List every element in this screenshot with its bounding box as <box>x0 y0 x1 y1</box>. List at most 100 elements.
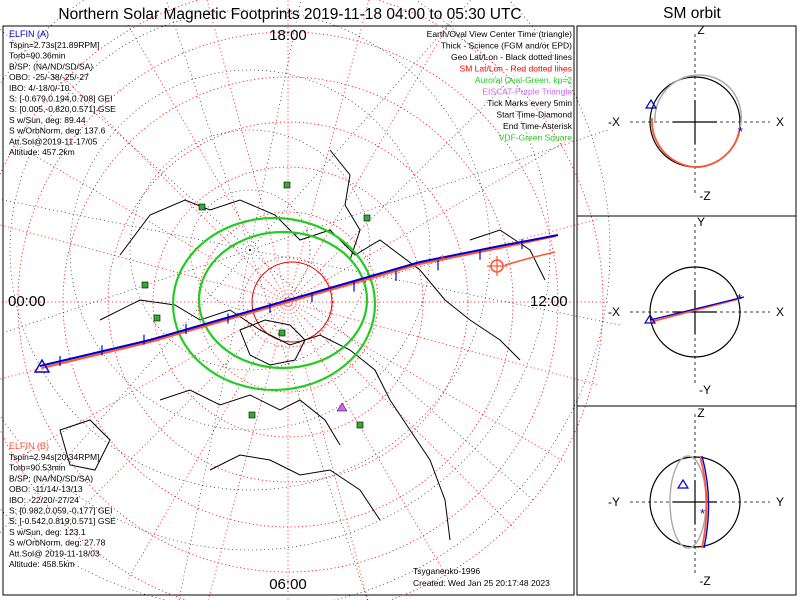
vdf-marker-6 <box>356 421 364 429</box>
orbit-xy-label-bottom: -Y <box>699 383 711 397</box>
sm-longitude-line-2 <box>287 301 566 463</box>
orbit-xz-label-left: -X <box>608 115 620 129</box>
orbit-panels: Z -Z -X X Y -Y -X X Z -Z -Y Y * * * <box>608 23 784 588</box>
sm-longitude-line-15 <box>61 75 289 303</box>
orbit-yz-label-bottom: -Z <box>699 574 710 588</box>
sm-longitude-line-19 <box>287 0 370 303</box>
vdf-marker-5 <box>248 411 256 419</box>
sm-longitude-line-4 <box>287 301 449 580</box>
vdf-marker-0 <box>283 181 291 189</box>
elfin-a-info-line-0: Tspin=2.73s[21.89RPM] <box>9 40 99 50</box>
map-frame <box>2 25 575 596</box>
elfin-a-footprint-track <box>39 234 559 367</box>
geo-longitude-line-8 <box>165 0 251 251</box>
sm-longitude-line-10 <box>10 301 289 463</box>
orbit-xy-earth <box>649 266 741 358</box>
geo-latitude-ring-1 <box>129 129 371 371</box>
orbit-yz-start-a <box>676 478 690 489</box>
elfin-b-name: ELFIN (B) <box>9 441 49 451</box>
coastline-5 <box>329 149 361 261</box>
sm-longitude-line-17 <box>206 0 289 303</box>
sm-longitude-line-22 <box>287 141 566 303</box>
orbit-xz-end-a: * <box>738 124 743 139</box>
eiscat-marker <box>336 402 348 412</box>
legend-entry-0: Earth/Oval View Center Time (triangle) <box>427 29 573 39</box>
sm-longitude-line-13 <box>0 224 289 303</box>
orbit-xy-label-top: Y <box>697 215 705 229</box>
elfin-a-info-line-8: S w/OrbNorm, deg: 137.6 <box>9 126 106 136</box>
elfin-a-info-line-9: Att.Sol@2019-11-17/05 <box>9 136 98 146</box>
legend-entry-4: Auroral Oval-Green, kp=2 <box>475 75 572 85</box>
sm-latitude-ring-0 <box>242 256 334 348</box>
vdf-marker-3 <box>153 314 161 322</box>
sm-latitude-ring-6 <box>0 0 604 600</box>
elfin-b-info-line-2: B/SP: (NA/ND/SD/SA) <box>9 473 93 483</box>
legend-entry-5: EISCAT-Purple Triangle <box>482 87 572 97</box>
geo-longitude-line-0 <box>249 249 623 326</box>
orbit-xy-start-a <box>643 313 657 324</box>
orbit-yz-path-a <box>701 455 710 549</box>
sm-longitude-line-20 <box>287 24 449 303</box>
elfin-b-info-line-5: S: [0.982,0.059,-0.177] GEI <box>9 506 113 516</box>
orbit-yz-earth <box>649 456 741 548</box>
sm-longitude-line-8 <box>127 301 289 580</box>
elfin-a-info-line-5: S: [-0.679,0.194,0.708] GEI <box>9 94 113 104</box>
coastline-7 <box>469 229 546 281</box>
elfin-a-name: ELFIN (A) <box>9 29 49 39</box>
vdf-marker-7 <box>363 214 371 222</box>
elfin-b-info-line-1: Torb=90.53min <box>9 463 66 473</box>
orbit-xz-label-top: Z <box>697 23 704 37</box>
mlt-label-top: 18:00 <box>269 27 307 44</box>
geo-longitude-line-3 <box>178 249 251 600</box>
sm-pole-circle <box>251 261 333 343</box>
sm-longitude-line-14 <box>10 141 289 303</box>
elfin-b-info-line-7: S w/Sun, deg: 123.1 <box>9 527 86 537</box>
elfin-a-info-line-4: IBO: 4/-18/0/-10 <box>9 83 70 93</box>
figure-title: Northern Solar Magnetic Footprints 2019-… <box>58 6 521 23</box>
elfin-b-info-line-6: S: [-0.542,0.819,0.571] GSE <box>9 516 116 526</box>
elfin-b-info-line-3: OBO: -11/14/-13/13 <box>9 484 83 494</box>
elfin-b-end-marker: * <box>440 252 445 266</box>
orbit-yz-label-top: Z <box>697 406 704 420</box>
elfin-b-info-line-8: S w/OrbNorm, deg: 27.78 <box>9 538 106 548</box>
elfin-b-spur <box>504 251 556 266</box>
model-credit: Tsyganenko-1996 <box>413 566 480 576</box>
orbit-panel-xz: Z -Z -X X <box>608 23 784 203</box>
elfin-a-info-line-6: S: [0.005,-0.820,0.571] GSE <box>9 104 116 114</box>
geo-longitude-line-1 <box>249 249 535 502</box>
elfin-a-info-line-7: S w/Sun, deg: 89.44 <box>9 115 86 125</box>
auroral-oval-outer <box>171 216 377 392</box>
geo-latitude-ring-4 <box>0 0 551 551</box>
elfin-a-info: ELFIN (A) Tspin=2.73s[21.89RPM]Torb=90.3… <box>9 29 116 157</box>
auroral-oval-inner <box>197 230 369 370</box>
elfin-a-info-line-3: OBO: -25/-38/-25/-27 <box>9 72 89 82</box>
elfin-b-info-line-9: Att.Sol@ 2019-11-18/03 <box>9 548 100 558</box>
orbit-xz-label-right: X <box>776 115 784 129</box>
legend-entry-7: Start Time-Diamond <box>496 110 572 120</box>
geo-longitude-line-6 <box>0 199 251 251</box>
legend-entry-1: Thick - Science (FGM and/or EPD) <box>441 41 572 51</box>
geo-longitude-line-11 <box>249 128 611 251</box>
elfin-b-info-line-0: Tspin=2.94s[20.34RPM] <box>9 452 99 462</box>
geo-longitude-line-10 <box>249 0 472 251</box>
orbit-xy-end-a: * <box>737 291 742 306</box>
coastline-0 <box>119 199 521 361</box>
elfin-a-center-marker <box>33 358 51 373</box>
mlt-label-left: 00:00 <box>8 293 46 310</box>
mlt-label-bottom: 06:00 <box>269 576 307 593</box>
elfin-a-info-line-10: Altitude: 457.2km <box>9 147 75 157</box>
geo-longitude-line-7 <box>0 28 251 251</box>
orbit-xz-path-b <box>651 117 741 168</box>
sm-longitude-line-3 <box>287 301 515 529</box>
legend-entry-9: VDF-Green Square <box>499 133 572 143</box>
coastline-2 <box>159 389 341 446</box>
geo-longitude-line-5 <box>0 249 251 335</box>
sm-latitude-ring-3 <box>107 121 469 483</box>
orbit-xz-label-bottom: -Z <box>699 189 710 203</box>
orbit-xz-path-gray <box>654 74 742 135</box>
sm-longitude-line-5 <box>287 301 369 600</box>
sm-longitude-line-9 <box>61 301 289 529</box>
orbit-yz-label-right: Y <box>776 495 784 509</box>
sm-longitude-line-1 <box>287 301 598 386</box>
